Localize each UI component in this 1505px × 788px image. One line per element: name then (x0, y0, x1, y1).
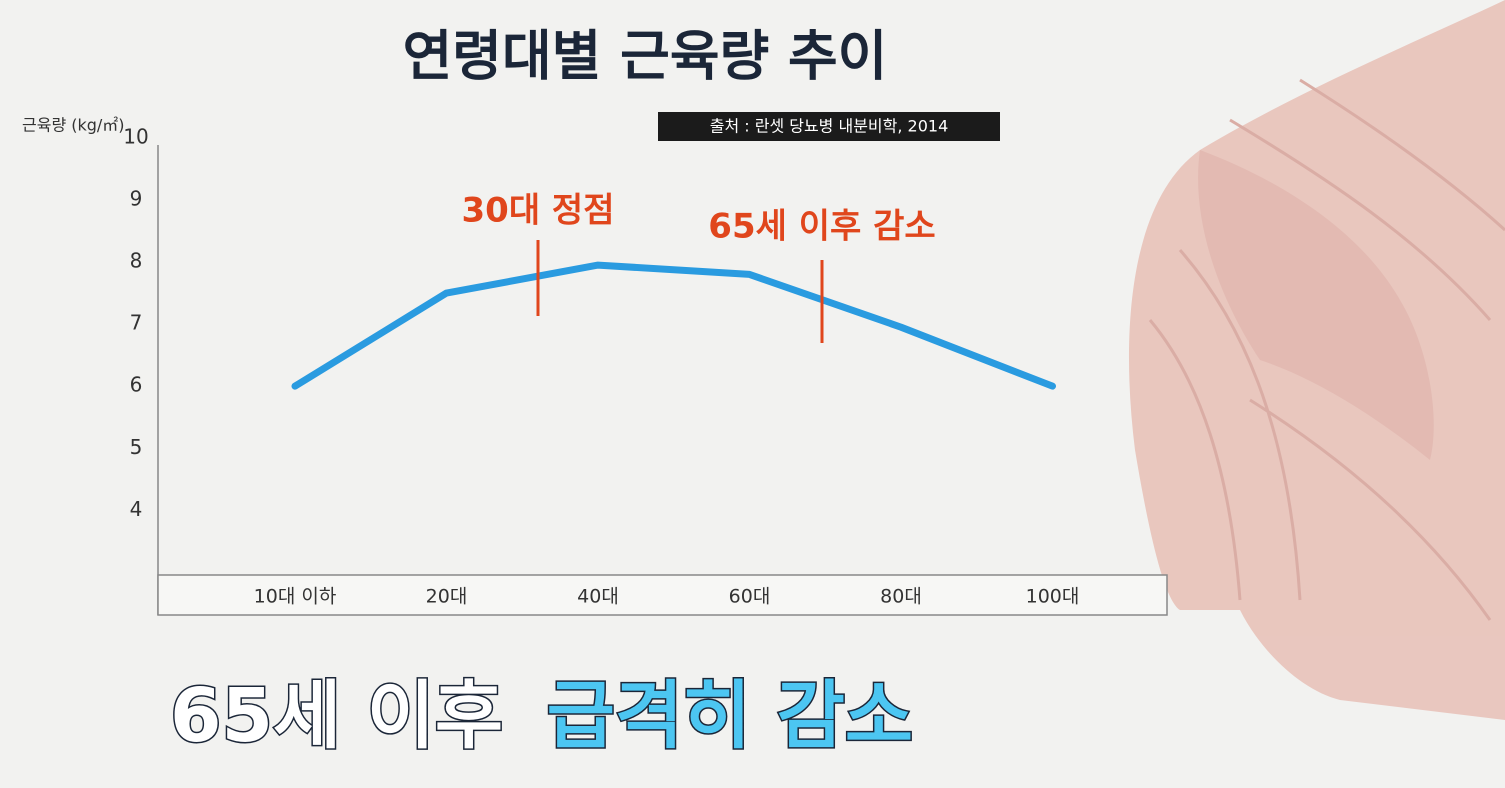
annotation: 65세 이후 감소 (708, 207, 935, 247)
y-tick-label: 4 (130, 497, 143, 521)
x-tick-label: 20대 (426, 586, 468, 608)
muscle-illustration (1128, 0, 1505, 720)
caption: 65세 이후 급격히 감소 (170, 673, 913, 759)
annotation: 30대 정점 (462, 191, 615, 231)
x-tick-label: 10대 이하 (254, 586, 337, 608)
y-tick-label: 10 (123, 124, 148, 148)
x-tick-label: 60대 (729, 586, 771, 608)
x-tick-label: 80대 (880, 586, 922, 608)
source-box (658, 112, 1000, 141)
y-tick-label: 5 (130, 435, 143, 459)
source: 출처 : 란셋 당뇨병 내분비학, 2014 (710, 117, 949, 136)
caption-highlight: 급격히 감소 (547, 673, 913, 759)
chart-title: 연령대별 근육량 추이 (403, 25, 888, 88)
y-tick-label: 9 (130, 186, 143, 210)
y-axis-label: 근육량 (kg/㎡) (22, 116, 125, 135)
data-line (291, 261, 1056, 390)
y-tick-label: 8 (130, 249, 143, 273)
x-tick-label: 100대 (1026, 586, 1080, 608)
y-tick-label: 7 (130, 311, 143, 335)
x-tick-label: 40대 (577, 586, 619, 608)
caption-part: 65세 이후 (170, 673, 503, 759)
y-tick-label: 6 (130, 373, 143, 397)
x-axis-box (157, 574, 1168, 616)
